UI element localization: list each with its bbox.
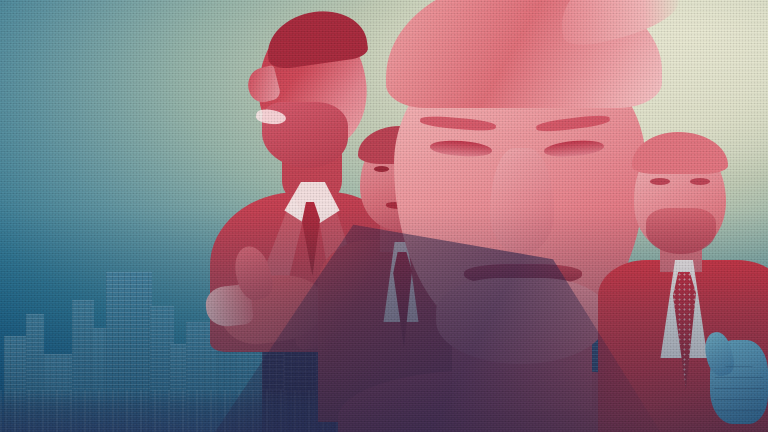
clenched-hand [700, 322, 768, 432]
